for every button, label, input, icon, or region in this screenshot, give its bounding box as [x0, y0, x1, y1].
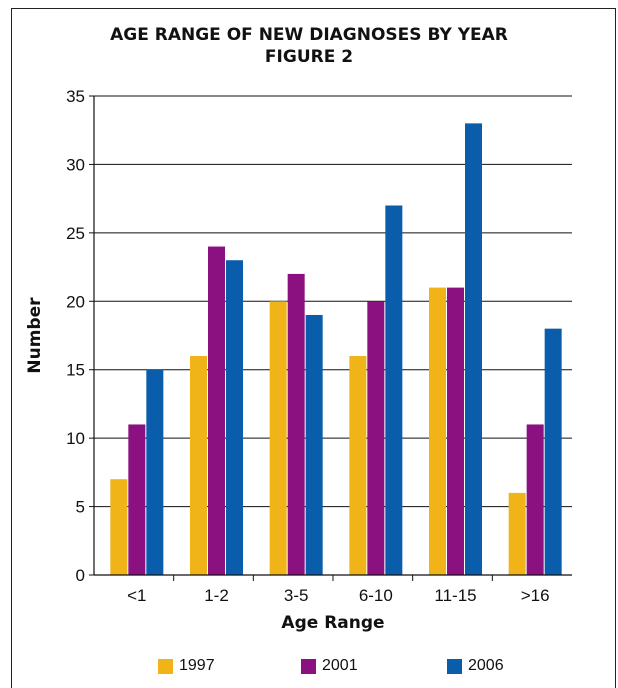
y-tick-label: 20	[66, 292, 85, 311]
bar-2001-6	[526, 424, 544, 575]
chart-title: AGE RANGE OF NEW DIAGNOSES BY YEAR FIGUR…	[0, 24, 618, 68]
bar-2006-1	[146, 369, 164, 575]
x-tick-label: 11-15	[434, 586, 476, 605]
y-tick-label: 30	[66, 155, 85, 174]
bar-2001-1	[128, 424, 146, 575]
legend-swatch	[447, 658, 462, 674]
chart-title-line-2: FIGURE 2	[264, 47, 354, 67]
bar-2001-4	[367, 301, 385, 575]
bar-2001-5	[447, 287, 464, 575]
legend-swatch	[301, 658, 316, 674]
legend-label: 2001	[322, 657, 358, 674]
bar-2006-4	[385, 205, 403, 575]
y-tick-label: 15	[66, 361, 85, 380]
y-tick-label: 10	[66, 429, 85, 448]
legend-label: 1997	[179, 657, 215, 674]
bar-chart: 0 5 10 15 20 25 30 35 <1 1-2 3-5 6-10 11-15 >16 Age Ra…	[25, 87, 572, 633]
bar-2001-3	[287, 273, 305, 575]
bar-1997-1	[110, 479, 128, 575]
bar-2006-2	[226, 260, 243, 575]
x-tick-label: <1	[127, 586, 146, 605]
y-tick-label: 25	[66, 224, 85, 243]
y-tick-label: 35	[66, 87, 85, 106]
chart-frame	[11, 8, 616, 688]
bar-1997-3	[269, 301, 287, 575]
y-tick-label: 0	[76, 566, 85, 585]
bar-1997-6	[508, 492, 526, 575]
bar-1997-2	[190, 356, 207, 575]
y-axis-title: Number	[25, 297, 45, 374]
chart-title-line-1: AGE RANGE OF NEW DIAGNOSES BY YEAR	[110, 25, 508, 45]
bar-2006-6	[544, 328, 562, 575]
x-tick-label: >16	[521, 586, 550, 605]
x-tick-label: 1-2	[204, 586, 229, 605]
x-tick-label: 3-5	[284, 586, 309, 605]
x-tick-label: 6-10	[359, 586, 393, 605]
legend-item-2001: 2001	[301, 656, 358, 676]
chart-legend: 1997 2001 2006	[0, 656, 618, 678]
bar-1997-4	[349, 356, 367, 575]
bar-2006-3	[305, 314, 323, 575]
legend-swatch	[158, 658, 173, 674]
legend-label: 2006	[468, 657, 504, 674]
legend-item-1997: 1997	[158, 656, 215, 676]
x-axis-title: Age Range	[281, 613, 384, 633]
bar-2001-2	[208, 246, 225, 576]
bar-1997-5	[429, 287, 446, 575]
legend-item-2006: 2006	[447, 656, 504, 676]
y-tick-label: 5	[76, 498, 85, 517]
bar-2006-5	[465, 123, 482, 575]
